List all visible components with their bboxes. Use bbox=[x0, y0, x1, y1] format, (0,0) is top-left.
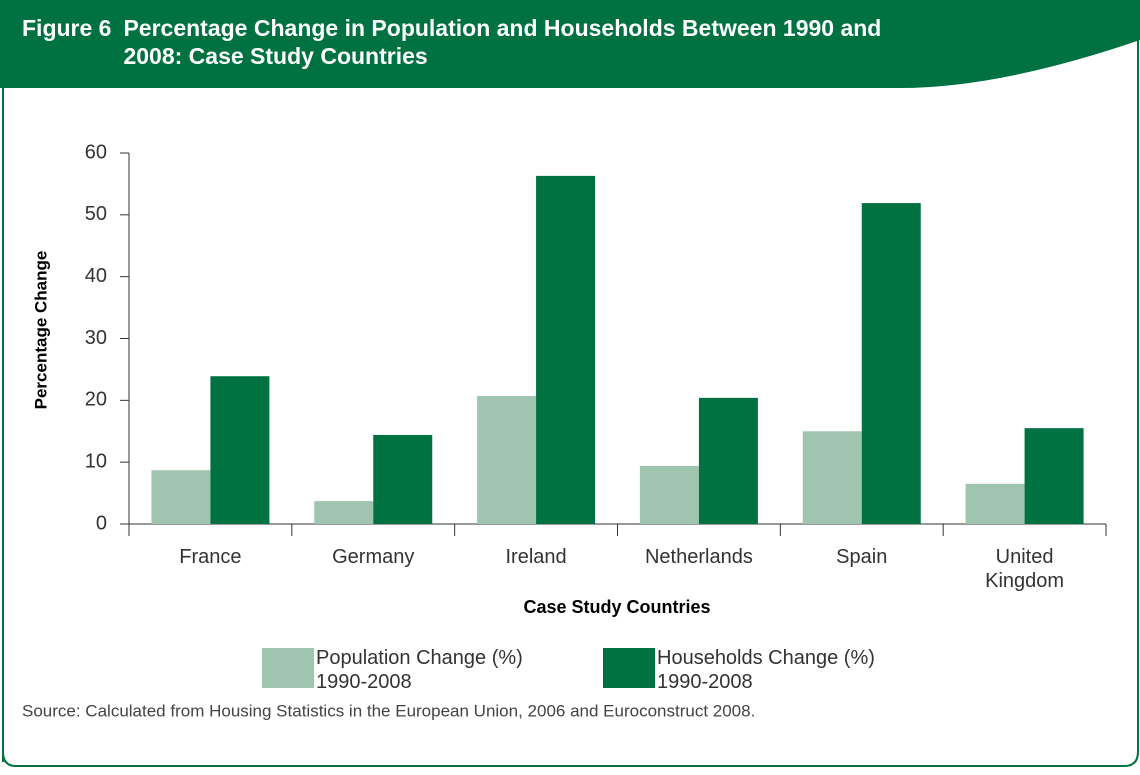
legend-swatch bbox=[603, 648, 655, 688]
chart-title: Percentage Change in Population and Hous… bbox=[123, 15, 882, 69]
y-tick-label: 40 bbox=[85, 265, 107, 287]
bar bbox=[861, 203, 921, 524]
x-tick-label: United Kingdom bbox=[985, 546, 1065, 592]
y-tick-label: 0 bbox=[96, 512, 107, 534]
x-tick-label: Netherlands bbox=[644, 546, 753, 568]
x-tick-label: Spain bbox=[836, 546, 888, 568]
bar bbox=[802, 431, 862, 524]
legend-swatch bbox=[262, 648, 314, 688]
source-note: Source: Calculated from Housing Statisti… bbox=[22, 701, 755, 720]
bar bbox=[698, 397, 758, 524]
x-tick-label: Ireland bbox=[505, 546, 567, 568]
figure-label: Figure 6 bbox=[22, 15, 112, 41]
bar bbox=[1024, 428, 1084, 524]
bar bbox=[373, 434, 433, 524]
y-axis-label: Percentage Change bbox=[31, 251, 50, 410]
bar bbox=[639, 465, 699, 524]
y-tick-label: 60 bbox=[85, 141, 107, 163]
bar bbox=[536, 175, 596, 524]
y-tick-label: 10 bbox=[85, 450, 107, 472]
bar bbox=[151, 470, 211, 524]
bar bbox=[477, 396, 537, 524]
y-tick-label: 30 bbox=[85, 327, 107, 349]
y-tick-label: 50 bbox=[85, 203, 107, 225]
x-tick-label: France bbox=[179, 546, 242, 568]
y-tick-label: 20 bbox=[85, 389, 107, 411]
x-tick-label: Germany bbox=[332, 546, 415, 568]
legend-label: Population Change (%) 1990-2008 bbox=[316, 647, 523, 693]
title-block: Figure 6 Percentage Change in Population… bbox=[22, 14, 922, 70]
legend-label: Households Change (%) 1990-2008 bbox=[657, 647, 875, 693]
bar bbox=[210, 376, 270, 524]
bar bbox=[965, 483, 1025, 524]
header-band bbox=[0, 0, 1140, 88]
bar bbox=[314, 501, 374, 524]
x-axis-label: Case Study Countries bbox=[523, 597, 710, 617]
